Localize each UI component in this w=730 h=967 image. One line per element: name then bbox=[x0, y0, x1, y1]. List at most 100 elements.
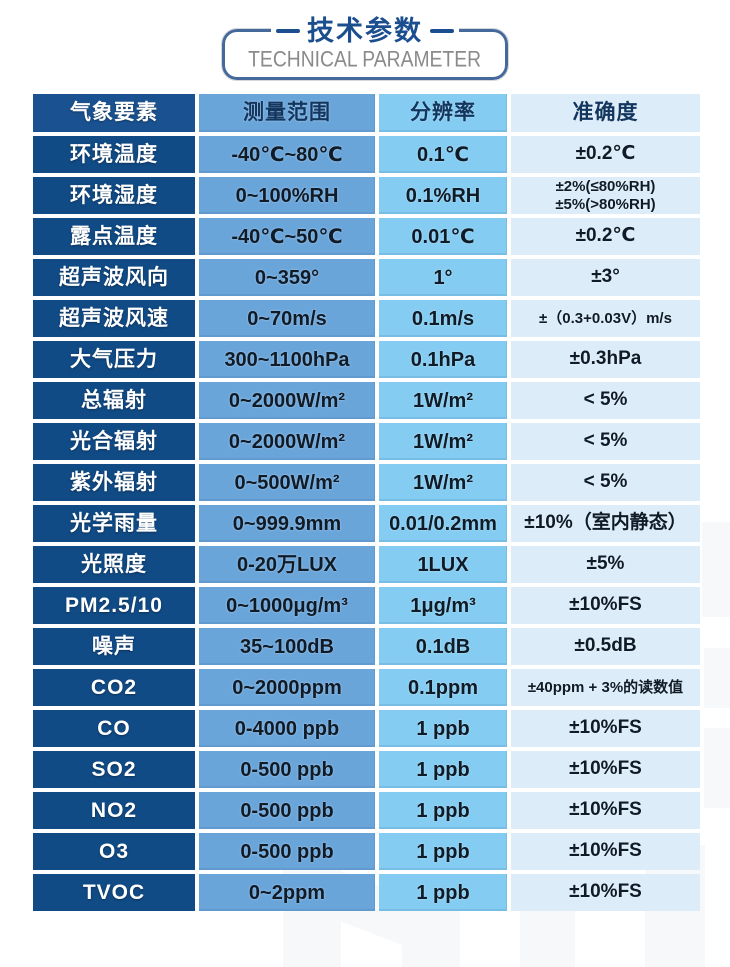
table-row: 超声波风向 0~359° 1° ±3° bbox=[33, 259, 700, 296]
resolution-cell: 0.1℃ bbox=[379, 136, 507, 173]
range-cell: 0~999.9mm bbox=[199, 505, 375, 542]
spec-table: 气象要素 测量范围 分辨率 准确度 环境温度 -40℃~80℃ 0.1℃ ±0.… bbox=[33, 94, 700, 911]
table-row: TVOC 0~2ppm 1 ppb ±10%FS bbox=[33, 874, 700, 911]
resolution-cell: 0.01℃ bbox=[379, 218, 507, 255]
resolution-cell: 1LUX bbox=[379, 546, 507, 583]
subtitle-wrap: TECHNICAL PARAMETER bbox=[0, 28, 730, 81]
range-cell: 0~2000ppm bbox=[199, 669, 375, 706]
range-cell: 0~359° bbox=[199, 259, 375, 296]
element-cell: 超声波风向 bbox=[33, 259, 195, 296]
col-header-element: 气象要素 bbox=[33, 94, 195, 132]
accuracy-cell: ±10%（室内静态） bbox=[511, 505, 700, 542]
resolution-cell: 1W/m² bbox=[379, 464, 507, 501]
element-cell: O3 bbox=[33, 833, 195, 870]
accuracy-cell: ±10%FS bbox=[511, 587, 700, 624]
element-cell: 光合辐射 bbox=[33, 423, 195, 460]
table-row: 环境温度 -40℃~80℃ 0.1℃ ±0.2℃ bbox=[33, 136, 700, 173]
table-row: 总辐射 0~2000W/m² 1W/m² < 5% bbox=[33, 382, 700, 419]
range-cell: -40℃~50℃ bbox=[199, 218, 375, 255]
accuracy-cell: < 5% bbox=[511, 382, 700, 419]
range-cell: 0~70m/s bbox=[199, 300, 375, 337]
element-cell: 紫外辐射 bbox=[33, 464, 195, 501]
range-cell: 0~100%RH bbox=[199, 177, 375, 214]
range-cell: 35~100dB bbox=[199, 628, 375, 665]
table-row: 光学雨量 0~999.9mm 0.01/0.2mm ±10%（室内静态） bbox=[33, 505, 700, 542]
page-subtitle: TECHNICAL PARAMETER bbox=[248, 47, 482, 72]
element-cell: CO bbox=[33, 710, 195, 747]
resolution-cell: 1 ppb bbox=[379, 751, 507, 788]
element-cell: CO2 bbox=[33, 669, 195, 706]
element-cell: PM2.5/10 bbox=[33, 587, 195, 624]
table-row: 超声波风速 0~70m/s 0.1m/s ±（0.3+0.03V）m/s bbox=[33, 300, 700, 337]
accuracy-cell: < 5% bbox=[511, 464, 700, 501]
resolution-cell: 1W/m² bbox=[379, 423, 507, 460]
accuracy-cell: ±5% bbox=[511, 546, 700, 583]
range-cell: 0-20万LUX bbox=[199, 546, 375, 583]
title-left-dash bbox=[276, 29, 300, 33]
table-row: 紫外辐射 0~500W/m² 1W/m² < 5% bbox=[33, 464, 700, 501]
accuracy-cell: ±0.2℃ bbox=[511, 218, 700, 255]
range-cell: 0~2000W/m² bbox=[199, 382, 375, 419]
table-row: CO 0-4000 ppb 1 ppb ±10%FS bbox=[33, 710, 700, 747]
accuracy-cell: ±0.3hPa bbox=[511, 341, 700, 378]
table-row: 大气压力 300~1100hPa 0.1hPa ±0.3hPa bbox=[33, 341, 700, 378]
accuracy-cell: < 5% bbox=[511, 423, 700, 460]
range-cell: -40℃~80℃ bbox=[199, 136, 375, 173]
range-cell: 0-500 ppb bbox=[199, 792, 375, 829]
resolution-cell: 1° bbox=[379, 259, 507, 296]
table-row: CO2 0~2000ppm 0.1ppm ±40ppm + 3%的读数值 bbox=[33, 669, 700, 706]
table-row: 露点温度 -40℃~50℃ 0.01℃ ±0.2℃ bbox=[33, 218, 700, 255]
watermark-shape bbox=[702, 522, 730, 617]
range-cell: 0~2000W/m² bbox=[199, 423, 375, 460]
range-cell: 0-4000 ppb bbox=[199, 710, 375, 747]
table-row: O3 0-500 ppb 1 ppb ±10%FS bbox=[33, 833, 700, 870]
resolution-cell: 0.1dB bbox=[379, 628, 507, 665]
accuracy-cell: ±0.2℃ bbox=[511, 136, 700, 173]
element-cell: 噪声 bbox=[33, 628, 195, 665]
accuracy-cell: ±10%FS bbox=[511, 792, 700, 829]
element-cell: 光照度 bbox=[33, 546, 195, 583]
resolution-cell: 0.1ppm bbox=[379, 669, 507, 706]
resolution-cell: 0.1hPa bbox=[379, 341, 507, 378]
accuracy-cell: ±10%FS bbox=[511, 874, 700, 911]
page-title: 技术参数 bbox=[307, 16, 423, 46]
page-header: 技术参数 TECHNICAL PARAMETER bbox=[0, 0, 730, 81]
col-header-accuracy: 准确度 bbox=[511, 94, 700, 132]
accuracy-cell: ±40ppm + 3%的读数值 bbox=[511, 669, 700, 706]
resolution-cell: 1W/m² bbox=[379, 382, 507, 419]
resolution-cell: 1 ppb bbox=[379, 710, 507, 747]
table-row: NO2 0-500 ppb 1 ppb ±10%FS bbox=[33, 792, 700, 829]
element-cell: TVOC bbox=[33, 874, 195, 911]
range-cell: 0-500 ppb bbox=[199, 833, 375, 870]
resolution-cell: 1μg/m³ bbox=[379, 587, 507, 624]
table-row: PM2.5/10 0~1000μg/m³ 1μg/m³ ±10%FS bbox=[33, 587, 700, 624]
element-cell: 露点温度 bbox=[33, 218, 195, 255]
element-cell: SO2 bbox=[33, 751, 195, 788]
range-cell: 0~1000μg/m³ bbox=[199, 587, 375, 624]
table-row: 噪声 35~100dB 0.1dB ±0.5dB bbox=[33, 628, 700, 665]
range-cell: 0~2ppm bbox=[199, 874, 375, 911]
resolution-cell: 1 ppb bbox=[379, 874, 507, 911]
element-cell: NO2 bbox=[33, 792, 195, 829]
element-cell: 总辐射 bbox=[33, 382, 195, 419]
table-header-row: 气象要素 测量范围 分辨率 准确度 bbox=[33, 94, 700, 132]
resolution-cell: 1 ppb bbox=[379, 833, 507, 870]
table-row: 光照度 0-20万LUX 1LUX ±5% bbox=[33, 546, 700, 583]
accuracy-cell: ±（0.3+0.03V）m/s bbox=[511, 300, 700, 337]
accuracy-cell: ±10%FS bbox=[511, 751, 700, 788]
table-row: 环境湿度 0~100%RH 0.1%RH ±2%(≤80%RH) ±5%(>80… bbox=[33, 177, 700, 214]
resolution-cell: 0.01/0.2mm bbox=[379, 505, 507, 542]
element-cell: 光学雨量 bbox=[33, 505, 195, 542]
range-cell: 0-500 ppb bbox=[199, 751, 375, 788]
accuracy-cell: ±0.5dB bbox=[511, 628, 700, 665]
watermark-shape bbox=[704, 648, 730, 708]
col-header-resolution: 分辨率 bbox=[379, 94, 507, 132]
title-row: 技术参数 bbox=[271, 15, 459, 47]
resolution-cell: 1 ppb bbox=[379, 792, 507, 829]
element-cell: 大气压力 bbox=[33, 341, 195, 378]
element-cell: 环境湿度 bbox=[33, 177, 195, 214]
element-cell: 环境温度 bbox=[33, 136, 195, 173]
table-body: 环境温度 -40℃~80℃ 0.1℃ ±0.2℃ 环境湿度 0~100%RH 0… bbox=[33, 136, 700, 911]
range-cell: 0~500W/m² bbox=[199, 464, 375, 501]
